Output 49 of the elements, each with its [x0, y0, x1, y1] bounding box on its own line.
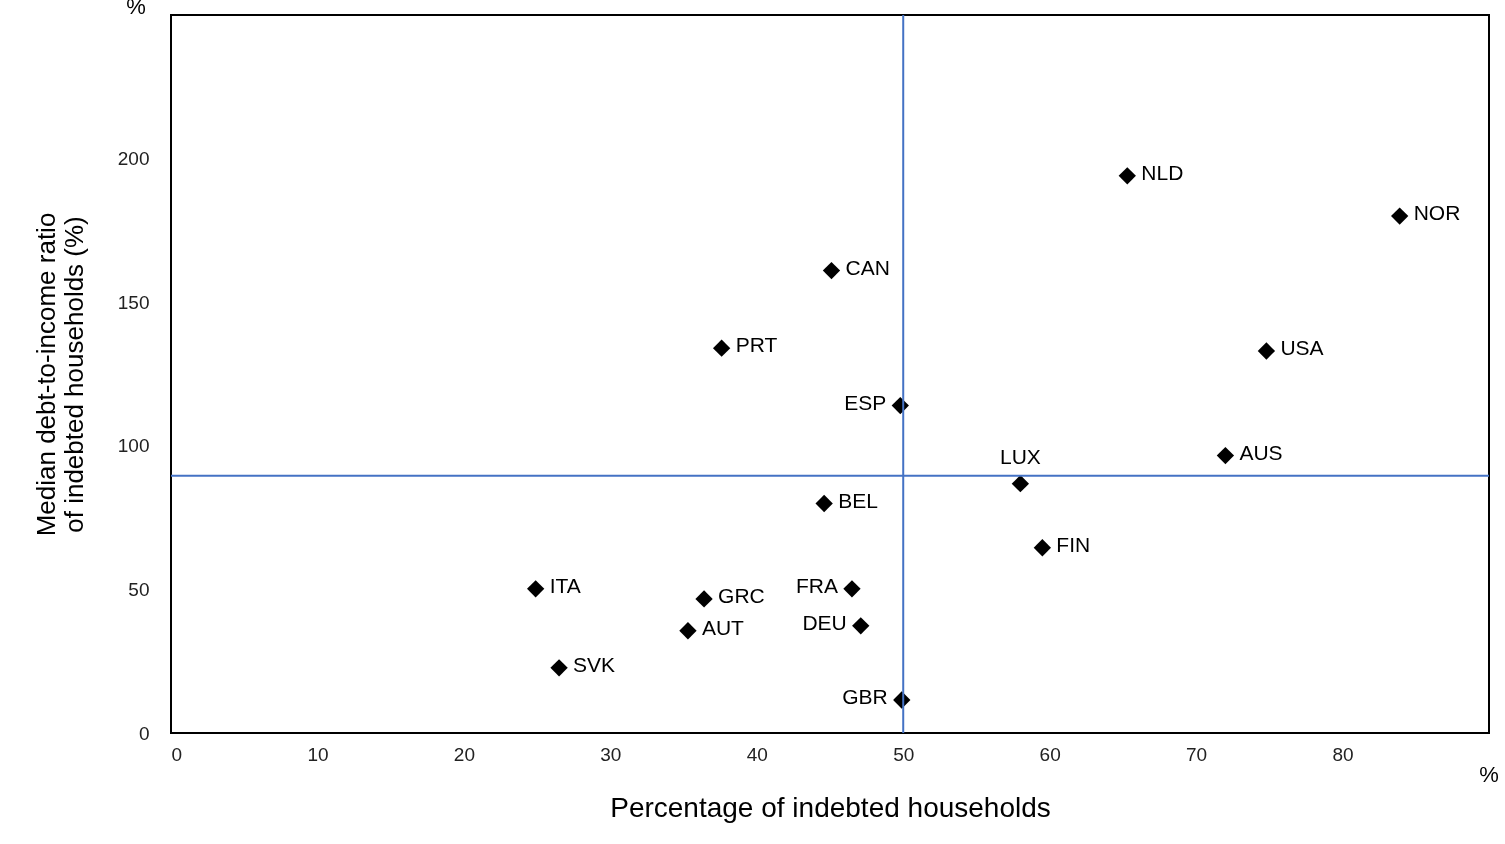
point	[1033, 539, 1051, 557]
data-label: USA	[1280, 336, 1324, 360]
data-label: LUX	[999, 444, 1041, 468]
x-tick-label: 0	[171, 743, 183, 765]
text: %	[1479, 762, 1499, 787]
point	[1118, 167, 1136, 185]
data-label: SVK	[573, 652, 616, 676]
data-label: PRT	[735, 333, 778, 357]
data-label: ITA	[549, 573, 581, 597]
x-tick-label: 70	[1186, 743, 1208, 765]
x-tick-label: 40	[746, 743, 768, 765]
point	[1257, 342, 1276, 360]
data-label: CAN	[845, 255, 890, 279]
x-tick-label: 60	[1039, 743, 1061, 765]
data-label: ESP	[844, 390, 887, 414]
data-label: NLD	[1141, 160, 1184, 184]
data-label: AUS	[1239, 440, 1283, 464]
y-tick-label: 100	[117, 435, 150, 457]
point	[815, 494, 833, 513]
data-label: FRA	[795, 573, 838, 597]
data-label: DEU	[802, 610, 847, 634]
data-label: AUT	[701, 615, 745, 639]
data-label: NOR	[1413, 201, 1461, 225]
point	[1011, 475, 1030, 493]
y-axis-title: Median debt-to-income ratio of indebted households (%)	[30, 212, 89, 537]
y-tick-label: 150	[117, 291, 150, 313]
data-label: FIN	[1056, 532, 1091, 556]
point	[1391, 207, 1409, 225]
data-label: GRC	[718, 583, 765, 607]
point	[843, 580, 861, 598]
y-tick-label: 0	[138, 722, 150, 744]
x-tick-label: 30	[600, 743, 622, 765]
point	[822, 261, 841, 280]
y-tick-label: 50	[128, 578, 150, 600]
point	[852, 617, 870, 635]
point	[526, 580, 545, 598]
point	[695, 590, 713, 608]
point	[679, 622, 697, 640]
x-tick-label: 20	[453, 743, 475, 765]
x-tick-label: 80	[1332, 743, 1354, 765]
x-axis-title: Percentage of indebted households	[610, 791, 1051, 823]
x-tick-label: 50	[893, 743, 915, 765]
data-label: GBR	[842, 684, 888, 708]
point	[712, 339, 731, 357]
point	[550, 659, 568, 677]
x-tick-label: 10	[307, 743, 329, 765]
data-label: BEL	[838, 488, 878, 512]
y-tick-label: 200	[117, 148, 150, 170]
point	[1216, 446, 1235, 465]
